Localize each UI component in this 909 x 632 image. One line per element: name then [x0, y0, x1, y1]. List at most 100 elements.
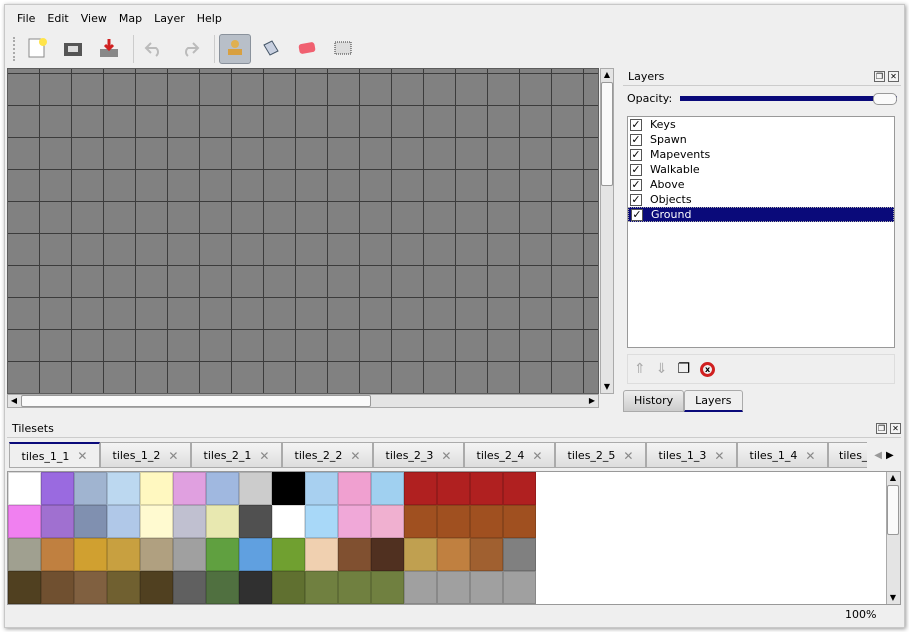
- redo-button[interactable]: [174, 34, 206, 64]
- tab-history[interactable]: History: [623, 390, 685, 412]
- float-icon[interactable]: ❐: [874, 71, 885, 82]
- tile[interactable]: [503, 571, 536, 604]
- tile[interactable]: [437, 571, 470, 604]
- horizontal-scroll-thumb[interactable]: [21, 395, 371, 407]
- duplicate-layer-icon[interactable]: ❐: [677, 361, 691, 377]
- undo-button[interactable]: [138, 34, 170, 64]
- tile[interactable]: [272, 472, 305, 505]
- rectangle-select-button[interactable]: [327, 34, 359, 64]
- tile[interactable]: [239, 505, 272, 538]
- close-tab-icon[interactable]: ✕: [168, 448, 179, 463]
- stamp-brush-button[interactable]: [219, 34, 251, 64]
- menu-edit[interactable]: Edit: [47, 12, 69, 25]
- tileset-tab[interactable]: tiles_1_1 ✕: [9, 442, 100, 467]
- layer-item[interactable]: ✓ Keys: [628, 117, 894, 132]
- tileset-tab[interactable]: tiles_1_3 ✕: [646, 442, 737, 467]
- tile[interactable]: [140, 505, 173, 538]
- tab-scroll-left-icon[interactable]: ◀: [874, 449, 882, 461]
- save-button[interactable]: [93, 34, 125, 64]
- tileset-tab[interactable]: tiles_2_1 ✕: [191, 442, 282, 467]
- tile[interactable]: [8, 571, 41, 604]
- tile[interactable]: [74, 505, 107, 538]
- vertical-scroll-thumb[interactable]: [601, 82, 613, 186]
- tile[interactable]: [107, 538, 140, 571]
- tile[interactable]: [371, 472, 404, 505]
- tile[interactable]: [503, 505, 536, 538]
- tileset-tab[interactable]: tiles_1_4 ✕: [737, 442, 828, 467]
- tileset-tab[interactable]: tiles_2_5 ✕: [555, 442, 646, 467]
- scroll-down-icon[interactable]: ▼: [889, 593, 897, 602]
- tile[interactable]: [305, 571, 338, 604]
- tile[interactable]: [371, 538, 404, 571]
- tile[interactable]: [470, 472, 503, 505]
- tile[interactable]: [272, 538, 305, 571]
- tab-scroll-right-icon[interactable]: ▶: [886, 449, 894, 461]
- close-tab-icon[interactable]: ✕: [441, 448, 452, 463]
- tile[interactable]: [272, 505, 305, 538]
- tile[interactable]: [8, 472, 41, 505]
- visibility-checkbox[interactable]: ✓: [630, 117, 642, 131]
- tile[interactable]: [305, 505, 338, 538]
- visibility-checkbox[interactable]: ✓: [630, 177, 642, 191]
- scroll-right-icon[interactable]: ▶: [588, 396, 596, 405]
- float-icon[interactable]: ❐: [876, 423, 887, 434]
- open-button[interactable]: [57, 34, 89, 64]
- tile[interactable]: [239, 472, 272, 505]
- tile[interactable]: [173, 571, 206, 604]
- tile[interactable]: [74, 538, 107, 571]
- tileset-scroll-thumb[interactable]: [887, 485, 899, 535]
- tile[interactable]: [437, 472, 470, 505]
- tile[interactable]: [371, 571, 404, 604]
- tileset-tab[interactable]: tiles_2_2 ✕: [282, 442, 373, 467]
- tile[interactable]: [41, 472, 74, 505]
- tileset-tab[interactable]: tiles_1_✕: [828, 442, 867, 467]
- close-tab-icon[interactable]: ✕: [77, 449, 88, 463]
- visibility-checkbox[interactable]: ✓: [630, 147, 642, 161]
- tile[interactable]: [173, 505, 206, 538]
- tile[interactable]: [8, 538, 41, 571]
- close-tab-icon[interactable]: ✕: [714, 448, 725, 463]
- tile[interactable]: [206, 571, 239, 604]
- tile[interactable]: [173, 472, 206, 505]
- visibility-checkbox[interactable]: ✓: [631, 207, 643, 221]
- scroll-down-icon[interactable]: ▼: [603, 382, 611, 391]
- visibility-checkbox[interactable]: ✓: [630, 162, 642, 176]
- layer-item[interactable]: ✓ Above: [628, 177, 894, 192]
- tile[interactable]: [404, 472, 437, 505]
- layer-item[interactable]: ✓ Objects: [628, 192, 894, 207]
- close-tab-icon[interactable]: ✕: [532, 448, 543, 463]
- close-tab-icon[interactable]: ✕: [805, 448, 816, 463]
- tileset-vertical-scrollbar[interactable]: ▲ ▼: [886, 472, 900, 604]
- opacity-slider[interactable]: [680, 92, 897, 105]
- tile[interactable]: [371, 505, 404, 538]
- move-layer-down-icon[interactable]: ⇓: [655, 361, 668, 377]
- tab-layers[interactable]: Layers: [684, 390, 743, 412]
- menu-layer[interactable]: Layer: [154, 12, 185, 25]
- tile[interactable]: [107, 571, 140, 604]
- tileset-tab[interactable]: tiles_2_3 ✕: [373, 442, 464, 467]
- layer-item[interactable]: ✓ Mapevents: [628, 147, 894, 162]
- menu-view[interactable]: View: [80, 12, 107, 25]
- tile[interactable]: [437, 538, 470, 571]
- menu-file[interactable]: File: [17, 12, 36, 25]
- tile[interactable]: [404, 538, 437, 571]
- menu-map[interactable]: Map: [118, 12, 143, 25]
- menu-help[interactable]: Help: [196, 12, 222, 25]
- tile[interactable]: [272, 571, 305, 604]
- close-tab-icon[interactable]: ✕: [623, 448, 634, 463]
- tile[interactable]: [140, 538, 173, 571]
- tile[interactable]: [41, 538, 74, 571]
- map-canvas[interactable]: [7, 68, 599, 394]
- tile[interactable]: [338, 505, 371, 538]
- close-tab-icon[interactable]: ✕: [259, 448, 270, 463]
- tile[interactable]: [206, 472, 239, 505]
- visibility-checkbox[interactable]: ✓: [630, 192, 642, 206]
- tile[interactable]: [470, 538, 503, 571]
- tile[interactable]: [437, 505, 470, 538]
- tile[interactable]: [140, 571, 173, 604]
- tile[interactable]: [404, 505, 437, 538]
- new-map-button[interactable]: [21, 34, 53, 64]
- move-layer-up-icon[interactable]: ⇑: [634, 361, 646, 377]
- tileset-tab[interactable]: tiles_1_2 ✕: [100, 442, 191, 467]
- tile[interactable]: [503, 472, 536, 505]
